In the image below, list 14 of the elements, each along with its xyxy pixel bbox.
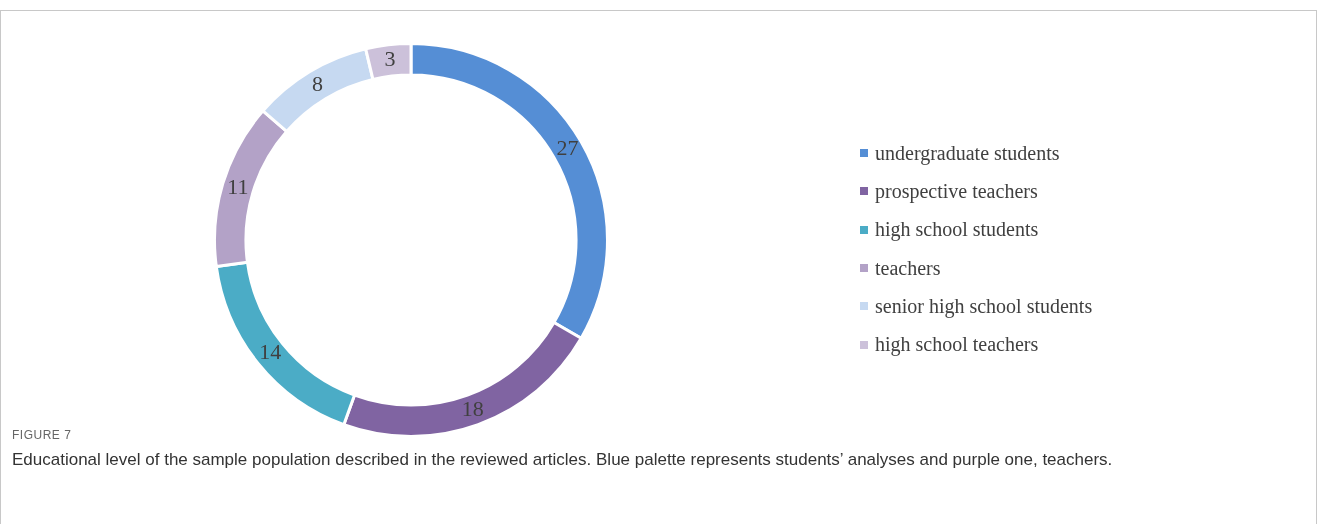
data-label: 18	[461, 395, 484, 421]
legend-label: teachers	[874, 255, 942, 281]
legend-label: prospective teachers	[874, 178, 1039, 205]
data-label: 3	[384, 46, 396, 72]
data-label: 11	[227, 173, 249, 199]
text: Educational level of the sample population described in the reviewed articles. Blue palette represents students’ analyses and purple one, teachers.	[12, 450, 1114, 470]
legend-label: high school teachers	[874, 332, 1040, 358]
data-label: 14	[259, 339, 282, 365]
data-label: 27	[556, 135, 579, 161]
legend-label: senior high school students	[874, 293, 1093, 320]
legend-label: undergraduate students	[874, 140, 1061, 167]
legend-label: high school students	[874, 217, 1040, 243]
caption: FIGURE 7	[12, 428, 73, 442]
data-label: 8	[312, 71, 324, 96]
